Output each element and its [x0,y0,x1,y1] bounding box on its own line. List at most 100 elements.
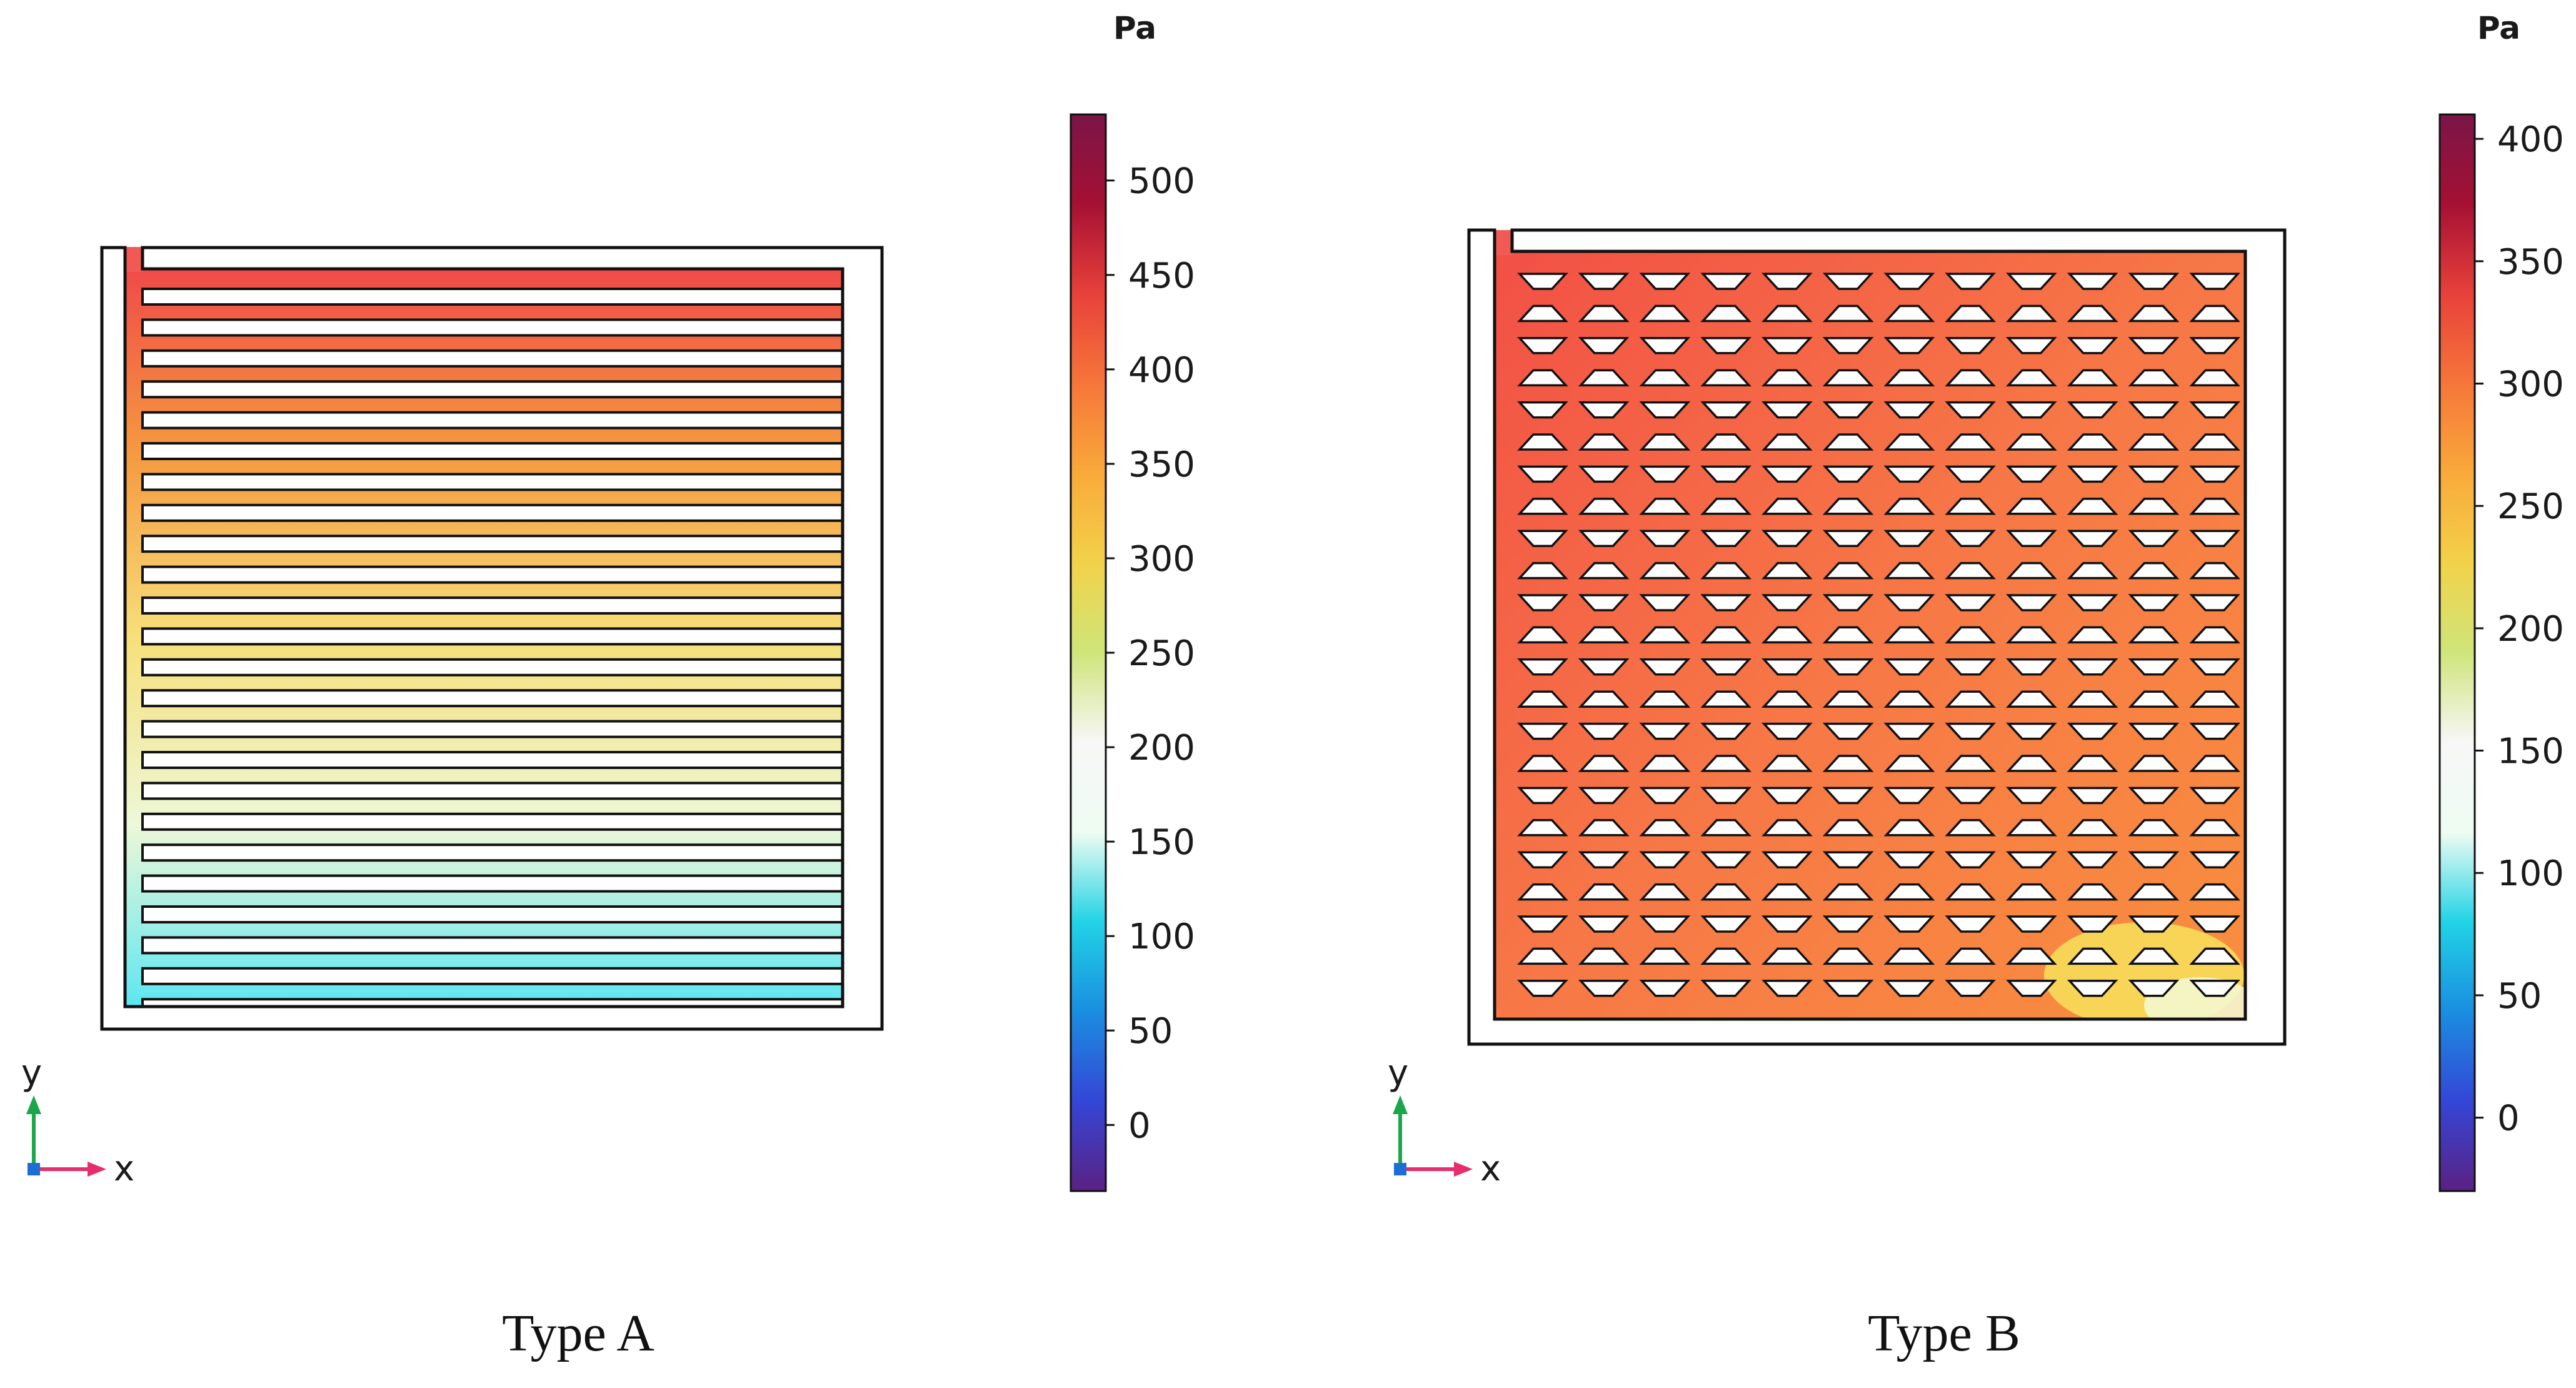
pin-fin-island [1517,883,1568,901]
pin-fin-island [1639,947,1691,965]
pin-fin-island [1700,722,1752,740]
pin-fin-island [1762,594,1813,611]
x-arrow-head [1454,1162,1473,1177]
pin-fin-island [1578,530,1630,547]
pin-fin-island [1883,819,1935,837]
pin-fin-island [1822,819,1874,837]
pin-fin-island [2067,594,2118,611]
pin-fin-island [2006,722,2057,740]
pin-fin-island [1822,337,1874,355]
pin-fin-island [2128,722,2180,740]
pin-fin-island [1762,722,1813,740]
channel-wall [141,349,844,368]
pin-fin-island [1945,915,1996,933]
pin-fin-island [2128,498,2180,515]
pin-fin-island [1517,433,1568,451]
pin-fin-island [1883,273,1935,290]
pin-fin-island [1762,787,1813,805]
channel-wall [141,967,844,985]
pin-fin-island [1639,755,1691,772]
colorbar-tick-label: 100 [2497,853,2564,894]
pin-fin-island [2067,498,2118,515]
pin-fin-island [1578,915,1630,933]
pin-fin-island [1762,561,1813,580]
pin-fin-island [1517,465,1568,483]
pin-fin-island [1762,690,1813,708]
pin-fin-island [1517,947,1568,965]
pin-fin-island [1517,561,1568,580]
pin-fin-island [1578,819,1630,837]
pin-fin-island [2067,465,2118,483]
pin-fin-island [1822,915,1874,933]
pin-fin-island [2006,594,2057,611]
pin-fin-island [1517,626,1568,644]
pin-fin-island [1517,304,1568,323]
channel-wall [141,442,844,460]
x-arrow-head [88,1162,106,1177]
channel-walls-a [141,288,844,1010]
pin-fin-island [1700,787,1752,805]
pin-fin-island [1639,433,1691,451]
colorbar-tick-label: 300 [1128,539,1195,580]
x-axis-label: x [114,1149,134,1189]
pin-fin-island [2006,433,2057,451]
pin-fin-island [2128,626,2180,644]
pin-fin-island [1578,658,1630,676]
pin-fin-island [2189,273,2240,290]
pin-fin-island [1578,594,1630,611]
pin-fin-island [1945,465,1996,483]
pin-fin-island [1945,369,1996,386]
pin-fin-island [1578,369,1630,386]
pin-fin-island [1762,626,1813,644]
pin-fin-island [1945,690,1996,708]
pin-fin-island [2128,915,2180,933]
pin-fin-island [1578,755,1630,772]
pin-fin-island [1639,337,1691,355]
pin-fin-island [1945,626,1996,644]
pin-fin-island [1517,401,1568,419]
pin-fin-island [2189,915,2240,933]
pin-fin-island [1639,561,1691,580]
pin-fin-island [2006,530,2057,547]
pin-fin-island [1762,337,1813,355]
pin-fin-island [1517,369,1568,386]
pin-fin-island [2067,304,2118,323]
pin-fin-island [2189,722,2240,740]
colorbar-ticks-b: 0 50 100 150 200 250 300 350 400 [2475,119,2564,1139]
pin-fin-island [1883,658,1935,676]
y-axis-label: y [21,1053,42,1094]
pin-fin-island [1883,594,1935,611]
pin-fin-island [1578,851,1630,868]
pin-fin-island [2189,498,2240,515]
z-axis-marker [28,1163,40,1175]
pin-fin-island [1945,401,1996,419]
pin-fin-island [1822,369,1874,386]
pin-fin-island [2067,658,2118,676]
colorbar-tick-label: 50 [1128,1011,1173,1052]
channel-wall [141,905,844,923]
caption-type-b: Type B [1868,1304,2020,1362]
channel-wall [141,380,844,399]
pin-fin-island [1762,369,1813,386]
pin-fin-island [1883,304,1935,323]
pin-fin-island [1700,304,1752,323]
pin-fin-island [1822,755,1874,772]
colorbar-tick-label: 150 [2497,732,2564,772]
colorbar-tick-label: 200 [1128,728,1195,768]
pin-fin-island [2189,883,2240,901]
pin-fin-island [1822,465,1874,483]
pin-fin-island [2128,980,2180,997]
pin-fin-island [2067,787,2118,805]
y-axis-label: y [1388,1053,1408,1094]
pin-fin-island [2067,947,2118,965]
inner-wall-b [1493,230,2247,1021]
channel-wall [141,843,844,862]
pin-fin-island [2067,369,2118,386]
pin-fin-island [1762,819,1813,837]
pin-fin-island [2067,980,2118,997]
pin-fin-island [2006,337,2057,355]
pin-fin-island [1762,915,1813,933]
pin-fin-island [1700,626,1752,644]
pin-fin-island [1822,530,1874,547]
